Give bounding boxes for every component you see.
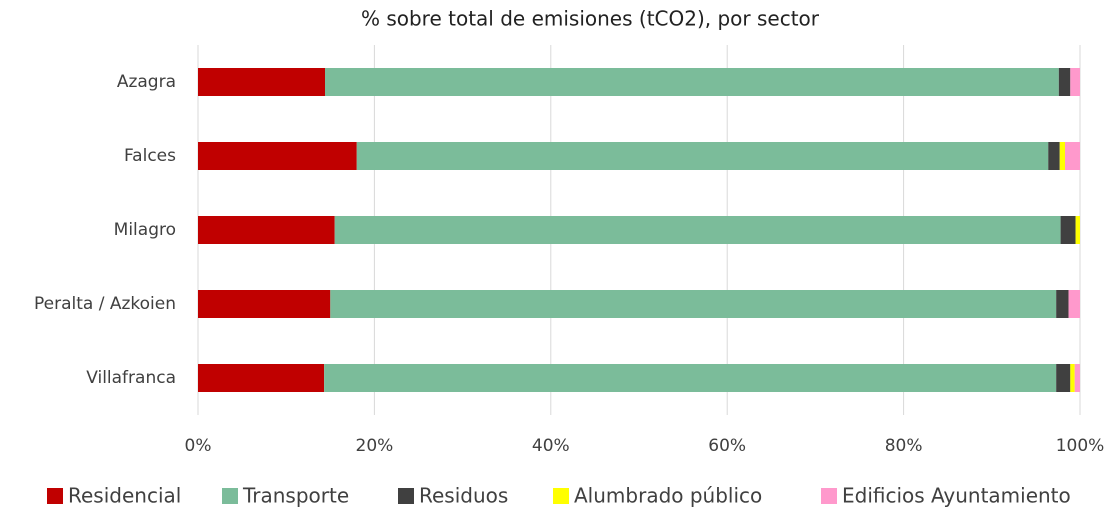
x-tick-label: 20% bbox=[356, 436, 394, 456]
x-tick-label: 0% bbox=[185, 436, 212, 456]
legend-label: Residuos bbox=[419, 484, 508, 508]
legend-label: Alumbrado público bbox=[574, 484, 762, 508]
bar-segment bbox=[1056, 290, 1069, 318]
bar-segment bbox=[1065, 142, 1080, 170]
bar-segment bbox=[1070, 68, 1080, 96]
legend-swatch bbox=[398, 488, 414, 504]
y-tick-label: Milagro bbox=[114, 220, 176, 240]
legend-label: Residencial bbox=[68, 484, 181, 508]
bar-segment bbox=[1056, 364, 1071, 392]
bar-segment bbox=[198, 290, 331, 318]
bar-segment bbox=[1048, 142, 1060, 170]
legend-swatch bbox=[222, 488, 238, 504]
bar-segment bbox=[324, 364, 1057, 392]
bar-segment bbox=[1074, 364, 1080, 392]
legend-label: Edificios Ayuntamiento bbox=[842, 484, 1071, 508]
bar-segment bbox=[198, 142, 357, 170]
bar-segment bbox=[1070, 364, 1075, 392]
bar-segment bbox=[330, 290, 1057, 318]
y-tick-label: Peralta / Azkoien bbox=[34, 294, 176, 314]
x-tick-label: 60% bbox=[708, 436, 746, 456]
bar-segment bbox=[198, 364, 325, 392]
bar-segment bbox=[1059, 142, 1066, 170]
bar-segment bbox=[198, 68, 326, 96]
bar-segment bbox=[356, 142, 1049, 170]
y-tick-label: Falces bbox=[124, 146, 176, 166]
bar-segment bbox=[1060, 216, 1076, 244]
y-tick-label: Villafranca bbox=[86, 368, 176, 388]
x-tick-label: 40% bbox=[532, 436, 570, 456]
legend-swatch bbox=[47, 488, 63, 504]
bar-segment bbox=[1058, 68, 1071, 96]
x-tick-label: 80% bbox=[885, 436, 923, 456]
bar-segment bbox=[1075, 216, 1080, 244]
legend-label: Transporte bbox=[242, 484, 349, 508]
bar-segment bbox=[325, 68, 1059, 96]
bar-segment bbox=[334, 216, 1061, 244]
chart-title: % sobre total de emisiones (tCO2), por s… bbox=[361, 7, 820, 31]
x-tick-label: 100% bbox=[1056, 436, 1105, 456]
legend-swatch bbox=[553, 488, 569, 504]
bar-segment bbox=[198, 216, 335, 244]
bar-segment bbox=[1068, 290, 1080, 318]
legend-swatch bbox=[821, 488, 837, 504]
y-tick-label: Azagra bbox=[117, 72, 176, 92]
